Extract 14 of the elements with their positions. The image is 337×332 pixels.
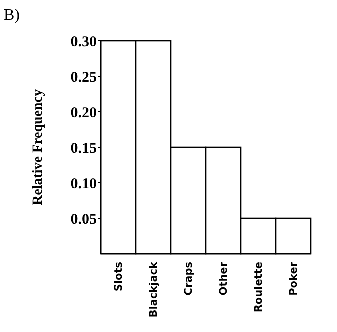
x-tick-label: Blackjack <box>148 260 160 318</box>
x-tick-label: Slots <box>113 262 126 292</box>
chart-title: B) <box>4 7 20 24</box>
x-tick-label: Poker <box>288 261 300 296</box>
y-tick-label: 0.05 <box>70 212 97 228</box>
y-tick-label: 0.10 <box>70 176 97 192</box>
y-tick-label: 0.25 <box>70 70 97 86</box>
x-tick-label: Roulette <box>253 262 266 313</box>
y-tick-label: 0.15 <box>70 140 97 157</box>
y-axis-title: Relative Frequency <box>31 90 46 206</box>
y-tick-label: 0.30 <box>70 34 97 50</box>
x-tick-label: Other <box>218 261 230 296</box>
y-tick-label: 0.20 <box>70 105 97 122</box>
x-tick-label: Craps <box>183 262 196 296</box>
